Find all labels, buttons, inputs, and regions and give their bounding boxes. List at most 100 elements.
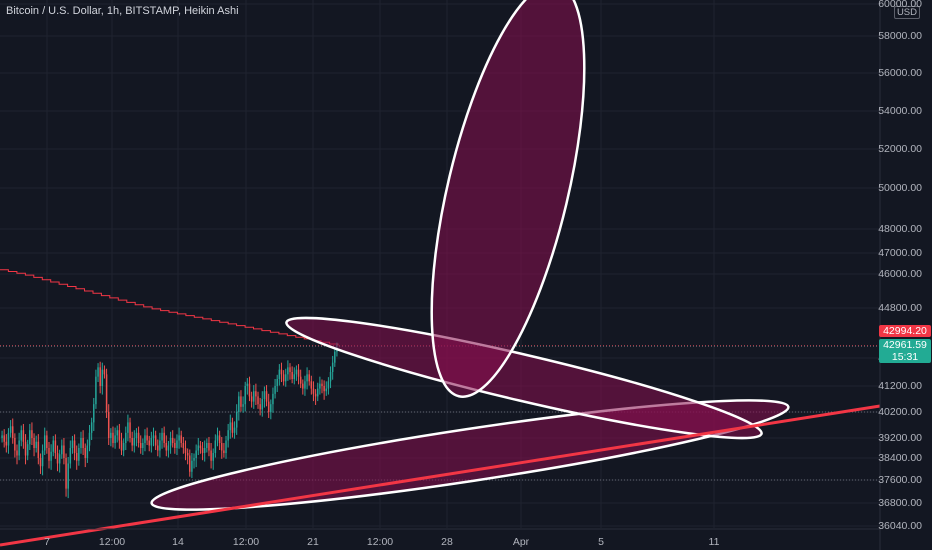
candle-body — [65, 458, 67, 489]
candle-body — [146, 435, 148, 441]
candle-body — [186, 453, 189, 456]
candle-body — [41, 450, 44, 467]
candle-body — [93, 404, 95, 423]
last-price-label: 42994.20 — [879, 325, 931, 337]
candle-body — [238, 396, 240, 412]
candle-body — [203, 448, 206, 453]
candle-body — [312, 388, 315, 394]
candle-body — [253, 391, 255, 402]
candle-body — [127, 422, 129, 433]
candle-body — [56, 453, 59, 464]
price-tick-label: 60000.00 — [878, 0, 922, 10]
candle-body — [331, 362, 334, 372]
candle-body — [208, 443, 210, 451]
candle-body — [184, 448, 187, 453]
candle-body — [197, 445, 200, 451]
candle-body — [225, 440, 227, 453]
time-tick-label: 12:00 — [366, 536, 394, 548]
candle-body — [18, 440, 20, 456]
candle-body — [165, 443, 168, 451]
candle-body — [157, 445, 159, 451]
candle-body — [99, 367, 101, 386]
candle-body — [118, 430, 121, 441]
candle-body — [31, 430, 33, 438]
candle-body — [139, 443, 142, 448]
current-price-value: 42961.59 — [883, 339, 927, 351]
time-tick-label: 5 — [598, 536, 604, 548]
price-tick-label: 47000.00 — [878, 247, 922, 259]
candle-body — [71, 440, 74, 448]
candle-body — [46, 435, 48, 448]
candle-body — [37, 441, 40, 458]
candle-body — [287, 367, 289, 375]
candle-body — [193, 458, 195, 461]
candle-body — [163, 432, 165, 443]
candle-body — [159, 440, 161, 451]
candle-body — [1, 435, 3, 438]
candle-body — [20, 430, 23, 441]
currency-label[interactable]: USD — [893, 6, 920, 19]
price-tick-label: 38400.00 — [878, 452, 922, 464]
candle-body — [67, 463, 69, 489]
candle-body — [82, 438, 84, 448]
candle-body — [327, 381, 330, 389]
candle-body — [276, 379, 278, 386]
candle-body — [223, 450, 225, 453]
candle-body — [129, 422, 131, 438]
candle-body — [90, 422, 93, 433]
time-tick-label: 28 — [441, 536, 453, 548]
candle-body — [267, 401, 270, 412]
price-tick-label: 58000.00 — [878, 30, 922, 42]
candle-body — [284, 374, 287, 382]
candle-body — [75, 453, 78, 461]
candle-body — [334, 351, 336, 363]
chart-title: Bitcoin / U.S. Dollar, 1h, BITSTAMP, Hei… — [6, 5, 239, 17]
candle-body — [319, 383, 321, 389]
candle-body — [218, 435, 221, 443]
price-tick-label: 40200.00 — [878, 406, 922, 418]
time-tick-label: 7 — [44, 536, 50, 548]
candle-body — [212, 453, 214, 461]
candle-body — [329, 372, 332, 382]
candle-body — [291, 372, 293, 379]
candle-body — [263, 391, 266, 399]
candle-body — [302, 383, 304, 389]
trendline — [0, 404, 881, 547]
candle-body — [261, 399, 264, 410]
last-price-value: 42994.20 — [883, 325, 927, 337]
candle-body — [178, 435, 180, 441]
price-tick-label: 56000.00 — [878, 67, 922, 79]
candle-body — [78, 448, 80, 461]
candle-body — [103, 369, 106, 375]
candle-body — [150, 438, 153, 446]
time-tick-label: Apr — [512, 536, 530, 548]
candle-body — [270, 404, 272, 412]
candle-body — [135, 432, 138, 438]
candle-body — [112, 432, 114, 443]
candle-body — [201, 448, 204, 453]
candle-body — [310, 381, 313, 389]
candle-body — [80, 438, 82, 448]
candle-body — [101, 369, 104, 386]
ellipse-upper — [430, 0, 586, 398]
candle-body — [229, 422, 232, 431]
candle-body — [105, 374, 108, 412]
candle-body — [88, 432, 91, 446]
bar-countdown: 15:31 — [891, 351, 919, 363]
candle-body — [280, 369, 283, 375]
candle-body — [323, 386, 325, 392]
candle-body — [282, 374, 285, 382]
candle-body — [174, 443, 176, 448]
ellipse-middle — [285, 316, 763, 440]
candle-body — [29, 430, 31, 445]
candle-body — [148, 440, 150, 446]
candle-body — [48, 448, 50, 461]
candle-body — [167, 445, 170, 451]
candle-body — [244, 386, 246, 405]
candle-body — [189, 455, 191, 472]
candle-body — [321, 383, 323, 386]
candle-body — [5, 441, 8, 446]
time-tick-label: 21 — [307, 536, 319, 548]
candle-body — [35, 441, 37, 448]
